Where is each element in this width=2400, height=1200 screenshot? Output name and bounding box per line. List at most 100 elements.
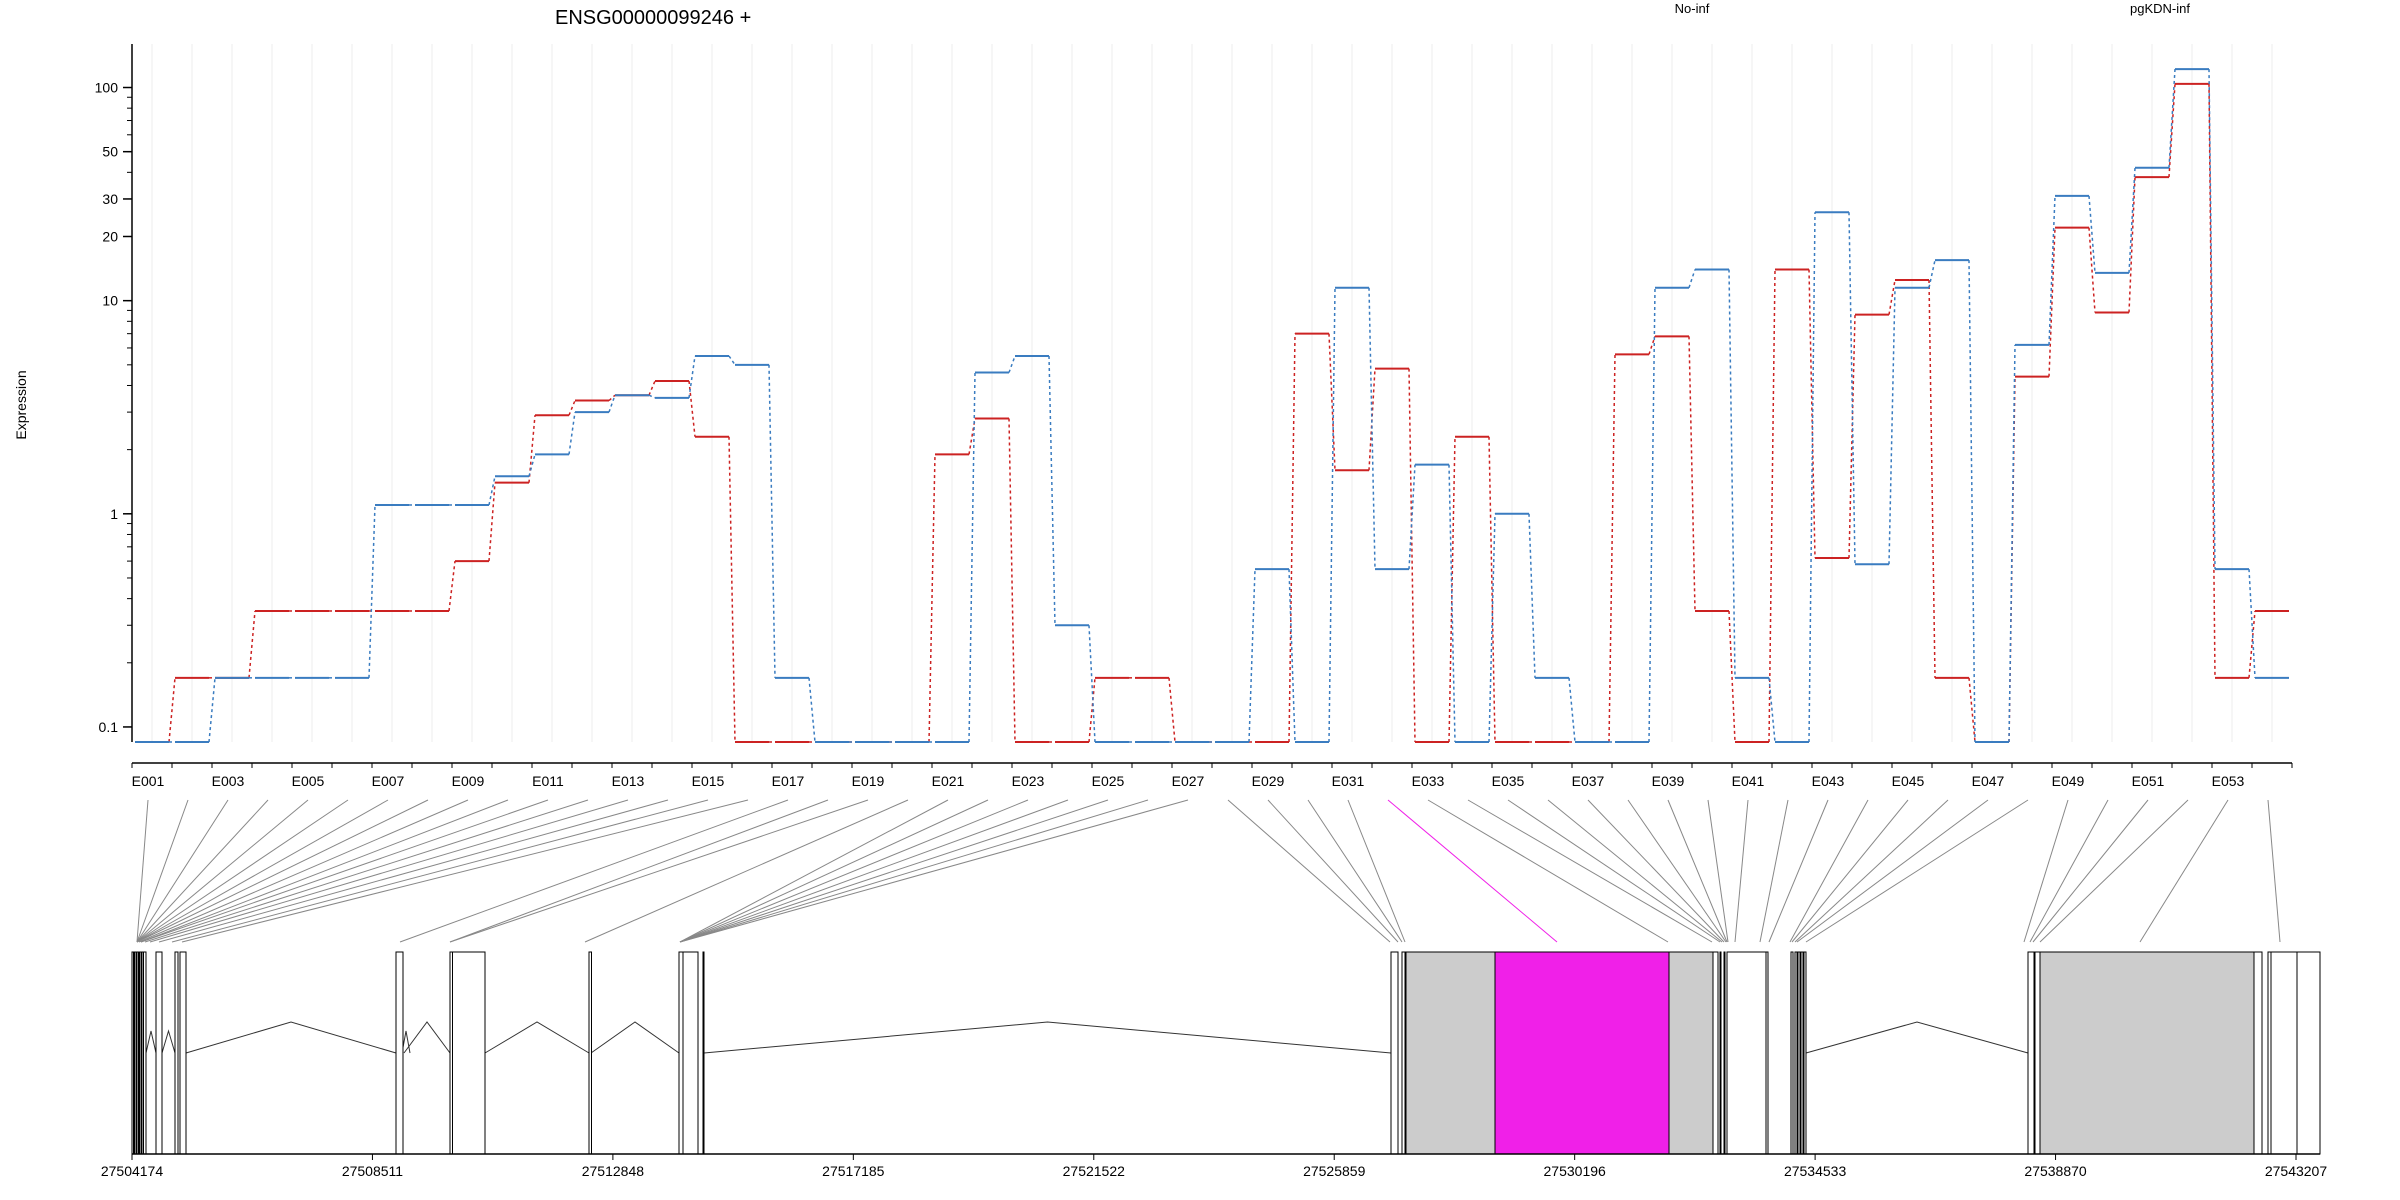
exon-connector: [1427, 799, 1669, 943]
exon-box: [2296, 951, 2321, 1155]
coordinate-tick-label: 27508511: [342, 1163, 403, 1179]
exon-box: [143, 951, 147, 1155]
series-connector: [528, 415, 536, 483]
exon-connector: [449, 799, 829, 943]
exon-box: [131, 951, 134, 1155]
series-connector: [1968, 677, 1976, 743]
x-tick-label: E049: [2052, 773, 2085, 789]
x-tick-label: E039: [1652, 773, 1685, 789]
exon-connector: [679, 799, 989, 943]
series-connector: [1368, 287, 1376, 570]
series-connector: [2208, 69, 2216, 570]
series-connector: [2128, 177, 2136, 313]
exon-connector: [144, 799, 589, 943]
series-connector: [2248, 610, 2256, 678]
exon-connector: [1734, 799, 1749, 943]
exon-connector: [1627, 799, 1727, 943]
series-connector: [1648, 287, 1656, 743]
series-connector: [2248, 569, 2256, 678]
exon-box: [174, 951, 179, 1155]
exon-connector: [136, 799, 429, 943]
series-connector: [1048, 355, 1056, 626]
series-connector: [1808, 212, 1816, 743]
x-tick-label: E005: [292, 773, 325, 789]
x-tick-label: E051: [2132, 773, 2165, 789]
series-connector: [568, 412, 576, 455]
series-connector: [1888, 287, 1896, 565]
series-connector: [1488, 513, 1496, 743]
exon-box: [1712, 951, 1719, 1155]
series-connector: [608, 394, 616, 402]
y-tick-label: 20: [102, 228, 118, 244]
series-connector: [2088, 227, 2096, 313]
series-connector: [768, 364, 776, 678]
series-connector: [1088, 625, 1096, 743]
x-tick-label: E015: [692, 773, 725, 789]
series-connector: [488, 476, 496, 506]
exon-connector: [136, 799, 229, 943]
series-connector: [368, 504, 376, 678]
exon-box-shaded: [1405, 951, 1496, 1155]
intron-line: [161, 1029, 176, 1054]
y-tick-label: 50: [102, 144, 118, 160]
exon-connector: [136, 799, 269, 943]
exon-box: [702, 951, 705, 1155]
exon-connector: [584, 799, 909, 943]
x-tick-label: E007: [372, 773, 405, 789]
series-no-inf: [135, 82, 2289, 743]
exon-box: [155, 951, 163, 1155]
series-connector: [2048, 227, 2056, 377]
series-connector: [928, 454, 936, 743]
coordinate-tick-label: 27525859: [1303, 1163, 1366, 1179]
intron-line: [590, 1021, 680, 1054]
coordinate-tick-label: 27530196: [1544, 1163, 1607, 1179]
exon-box: [141, 951, 144, 1155]
exon-box: [1790, 951, 1794, 1155]
series-connector: [1768, 677, 1776, 743]
exon-connector: [679, 799, 949, 943]
series-connector: [728, 436, 736, 743]
exon-connector: [679, 799, 1149, 943]
coordinate-tick-label: 27512848: [582, 1163, 645, 1179]
series-connector: [1368, 368, 1376, 471]
exon-connector-lines: [136, 799, 2281, 943]
x-tick-label: E037: [1572, 773, 1605, 789]
series-connector: [1808, 269, 1816, 559]
coordinate-tick-label: 27504174: [101, 1163, 164, 1179]
exon-box: [678, 951, 684, 1155]
series-connector: [2208, 83, 2216, 678]
exon-connector: [679, 799, 1029, 943]
series-connector: [1448, 436, 1456, 743]
exon-connector: [140, 799, 509, 943]
exon-connector: [679, 799, 1109, 943]
series-lines: [135, 68, 2289, 743]
series-connector: [1768, 269, 1776, 743]
exon-box: [395, 951, 404, 1155]
x-axis: E001 E003 E005 E007 E009 E011 E013 E015 E017 E019…: [131, 762, 2293, 789]
exon-connector: [1796, 799, 1989, 943]
x-tick-label: E045: [1892, 773, 1925, 789]
legend-entry-pgkdn-inf: pgKDN-inf: [2130, 1, 2190, 16]
series-connector: [1328, 287, 1336, 743]
exon-connector: [1587, 799, 1725, 943]
exon-connector: [1789, 799, 1869, 943]
exon-box: [1390, 951, 1399, 1155]
x-tick-label: E043: [1812, 773, 1845, 789]
exon-connector: [1307, 799, 1403, 943]
series-connector: [1328, 333, 1336, 471]
y-tick-label: 1: [110, 506, 118, 522]
exon-connector: [2029, 799, 2109, 943]
x-tick-label: E025: [1092, 773, 1125, 789]
x-tick-label: E041: [1732, 773, 1765, 789]
exon-box: [1723, 951, 1726, 1155]
exon-connector: [2139, 799, 2229, 943]
exon-box: [134, 951, 137, 1155]
exon-connector: [136, 799, 349, 943]
series-connector: [1688, 336, 1696, 612]
exon-box: [1726, 951, 1767, 1155]
series-connector: [1928, 259, 1936, 288]
exon-connector: [158, 799, 669, 943]
series-connector: [2048, 195, 2056, 345]
exon-connector: [1707, 799, 1729, 943]
series-connector: [2008, 344, 2016, 743]
